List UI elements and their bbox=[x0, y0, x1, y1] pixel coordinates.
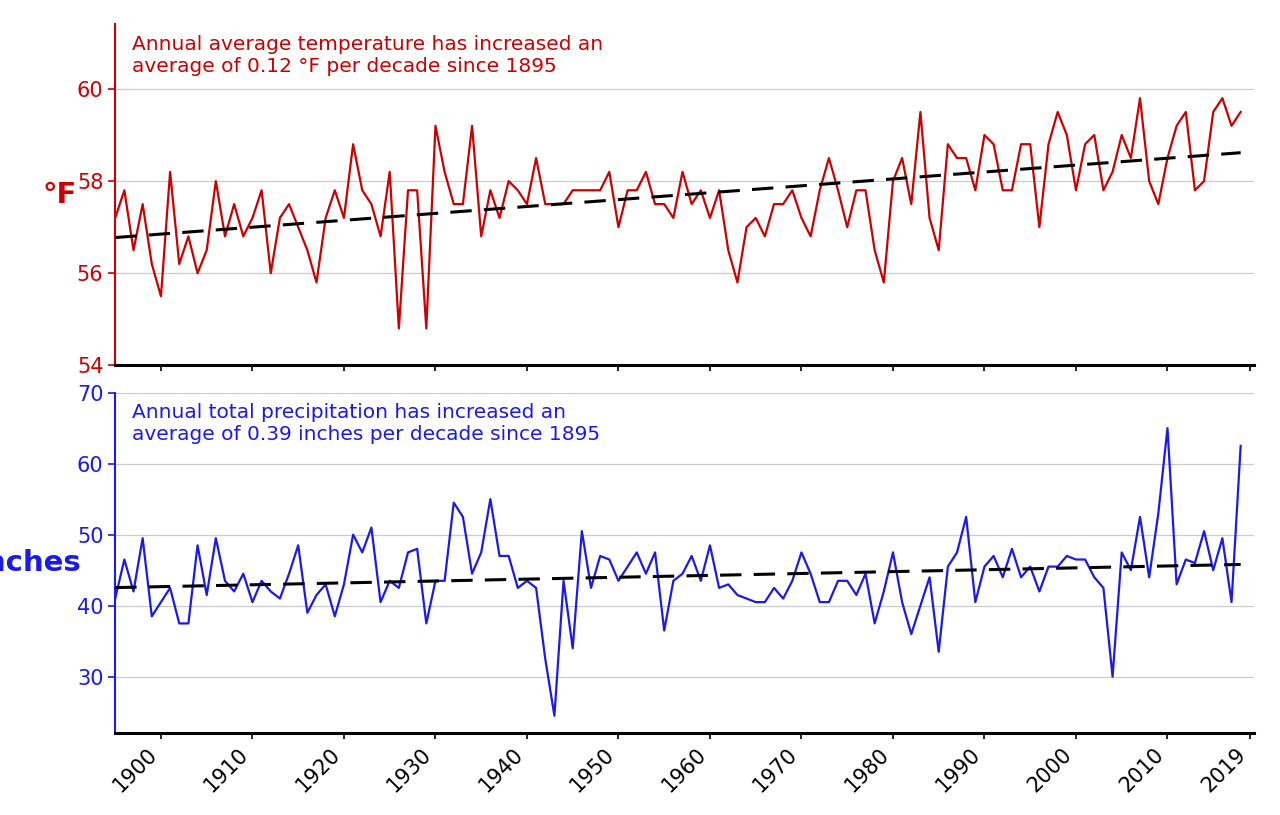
Y-axis label: °F: °F bbox=[44, 181, 77, 209]
Y-axis label: Inches: Inches bbox=[0, 549, 82, 577]
Text: Annual average temperature has increased an
average of 0.12 °F per decade since : Annual average temperature has increased… bbox=[132, 35, 603, 76]
Text: Annual total precipitation has increased an
average of 0.39 inches per decade si: Annual total precipitation has increased… bbox=[132, 403, 600, 444]
